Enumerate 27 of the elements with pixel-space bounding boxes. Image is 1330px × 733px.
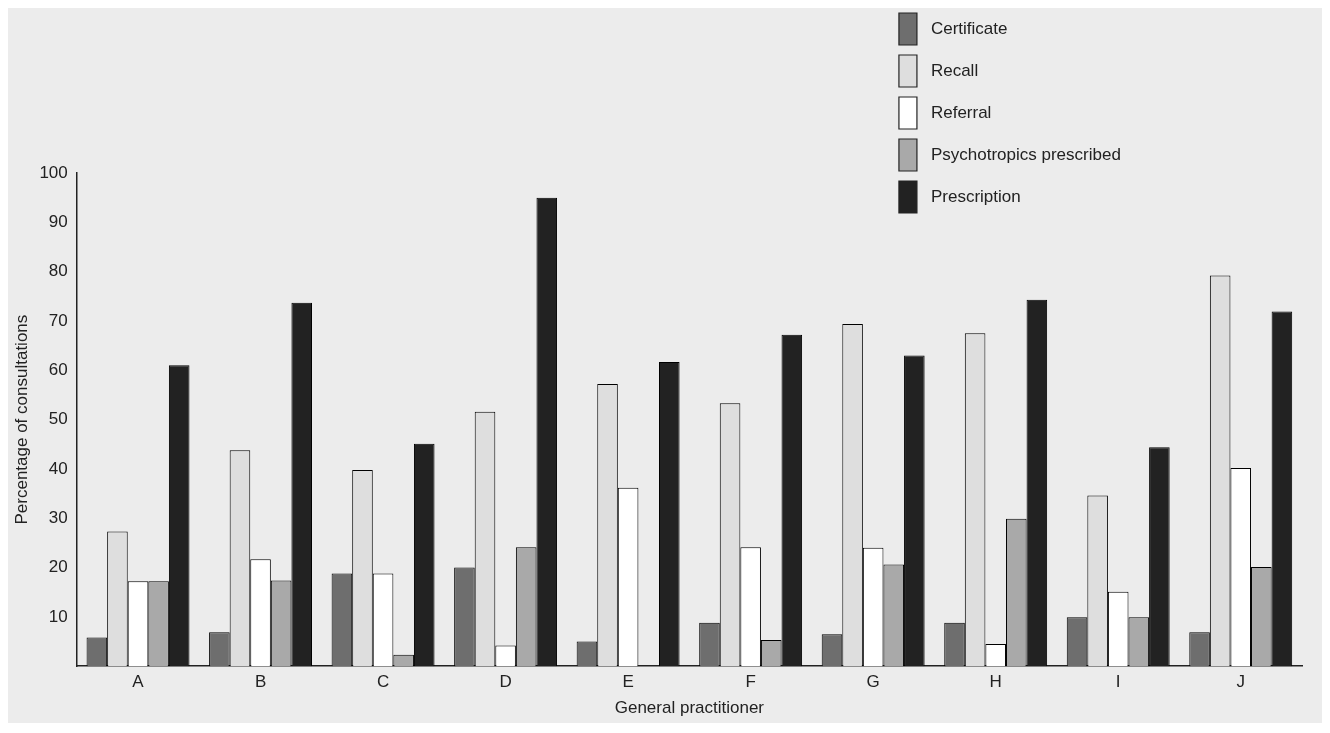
y-tick-label: 100 [39,162,68,182]
x-tick-label: E [622,672,634,692]
y-tick-label: 60 [48,359,68,379]
x-tick-label: C [376,672,390,692]
y-tick-label: 30 [48,507,68,527]
x-tick-label: A [132,672,145,692]
x-tick-label: D [499,672,512,692]
x-tick-label: J [1236,672,1245,692]
x-tick-label: H [989,672,1002,692]
legend-label: Certificate [930,18,1008,38]
y-tick-label: 80 [48,261,68,281]
legend-label: Referral [930,102,992,122]
y-tick-label: 20 [48,557,68,577]
y-tick-label: 50 [48,409,68,429]
legend-label: Psychotropics prescribed [930,144,1121,164]
legend-label: Prescription [930,186,1021,206]
legend-label: Recall [930,60,979,80]
y-tick-label: 70 [48,310,68,330]
y-tick-label: 40 [48,458,68,478]
y-tick-label: 90 [48,212,68,232]
y-tick-label: 10 [48,606,68,626]
x-axis-title: General practitioner [614,698,765,718]
x-tick-label: B [254,672,267,692]
x-tick-label: F [745,672,756,692]
x-tick-label: I [1115,672,1121,692]
y-axis-title: Percentage of consultations [11,314,31,525]
x-tick-label: G [866,672,880,692]
